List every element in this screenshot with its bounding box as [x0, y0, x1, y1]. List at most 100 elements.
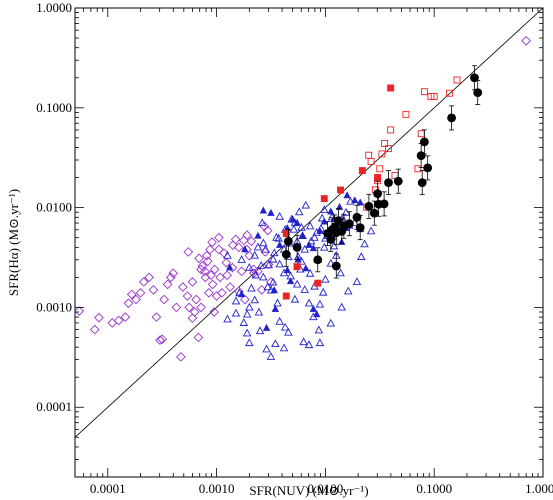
triangle-open-point	[318, 287, 328, 296]
triangle-open-point	[326, 318, 336, 327]
diamond-open-point	[209, 264, 220, 275]
triangle-open-point	[300, 285, 309, 293]
diamond-open-point	[168, 268, 179, 279]
triangle-filled-point	[327, 207, 335, 215]
triangle-filled-point	[335, 202, 344, 210]
triangle-open-point	[343, 286, 353, 295]
diamond-open-point	[176, 351, 186, 362]
circle-filled-point	[470, 73, 479, 83]
circle-filled-point	[447, 113, 456, 123]
diamond-open-point	[131, 294, 141, 305]
x-tick-label: 1.0000	[525, 481, 553, 496]
x-tick-label: 0.1000	[416, 481, 452, 496]
diamond-open-point	[196, 302, 206, 313]
triangle-filled-point	[343, 191, 351, 199]
triangle-open-point	[237, 255, 246, 263]
series-square-filled	[282, 84, 395, 300]
plot-area	[74, 7, 544, 478]
triangle-open-point	[250, 295, 259, 304]
diamond-open-point	[217, 288, 227, 298]
x-axis-title: SFR(NUV) (M⊙.yr⁻¹)	[249, 483, 368, 498]
diamond-open-point	[94, 312, 104, 323]
circle-filled-point	[355, 223, 365, 233]
triangle-open-point	[258, 218, 267, 227]
triangle-filled-point	[262, 323, 271, 331]
diamond-open-point	[236, 266, 247, 277]
x-tick-labels: 0.0001 0.0010 0.0100 0.1000 1.0000	[90, 481, 553, 496]
reference-line-layer	[75, 8, 543, 438]
diamond-open-point	[205, 244, 215, 255]
triangle-open-point	[366, 226, 376, 235]
diamond-open-point	[202, 256, 213, 267]
diamond-open-point	[262, 225, 273, 236]
triangle-open-point	[268, 277, 278, 286]
square-open-point	[445, 89, 453, 97]
ticks-layer	[74, 7, 544, 478]
triangle-open-point	[314, 325, 324, 334]
triangle-open-point	[299, 337, 308, 346]
triangle-filled-point	[254, 231, 262, 239]
square-open-point	[387, 126, 395, 134]
triangle-open-point	[280, 322, 290, 331]
diamond-open-point	[244, 250, 255, 261]
triangle-filled-point	[312, 310, 321, 318]
x-tick-label: 0.0100	[308, 481, 344, 496]
triangle-open-point	[326, 258, 336, 267]
square-open-point	[402, 110, 410, 118]
diamond-open-point	[263, 259, 274, 270]
triangle-open-point	[223, 314, 232, 323]
square-open-point	[430, 92, 438, 100]
diamond-open-point	[171, 302, 182, 313]
diamond-open-point	[238, 235, 249, 246]
triangle-filled-point	[286, 277, 295, 285]
triangle-open-point	[274, 233, 283, 242]
triangle-filled-point	[351, 196, 359, 204]
diamond-open-point	[215, 272, 226, 283]
diamond-open-point	[214, 232, 224, 243]
triangle-open-point	[304, 298, 314, 307]
triangle-open-point	[292, 279, 302, 288]
circle-filled-point	[423, 163, 433, 173]
triangle-filled-point	[356, 198, 364, 206]
triangle-open-point	[254, 307, 264, 316]
circle-filled-point	[416, 151, 426, 161]
diamond-open-point	[211, 291, 222, 301]
circle-filled-point	[364, 201, 374, 211]
triangle-filled-point	[289, 215, 297, 223]
diamond-open-point	[200, 272, 211, 283]
triangle-open-point	[231, 308, 241, 317]
square-open-point	[365, 151, 373, 159]
square-filled-point	[293, 263, 301, 271]
triangle-open-point	[300, 244, 309, 253]
square-open-point	[378, 150, 386, 158]
diamond-open-point	[207, 237, 217, 248]
triangle-open-point	[297, 222, 306, 231]
circle-filled-point	[379, 199, 389, 209]
diamond-open-point	[157, 334, 167, 345]
triangle-open-point	[247, 283, 256, 292]
triangle-open-point	[264, 260, 274, 269]
triangle-open-point	[271, 339, 280, 348]
triangle-open-point	[357, 252, 366, 261]
diamond-open-point	[222, 270, 232, 281]
triangle-open-point	[275, 212, 284, 220]
triangle-open-point	[301, 200, 311, 209]
triangle-open-point	[346, 196, 355, 205]
circle-filled-point	[473, 88, 483, 98]
diamond-open-point	[191, 294, 202, 305]
triangle-open-point	[261, 244, 270, 253]
triangle-open-point	[245, 302, 254, 311]
series-circle-filled	[281, 65, 483, 279]
diamond-open-point	[187, 277, 198, 287]
triangle-open-point	[275, 259, 284, 268]
diamond-open-point	[193, 332, 204, 343]
triangle-open-point	[273, 298, 282, 307]
square-filled-point	[314, 279, 322, 287]
triangle-open-point	[315, 338, 325, 347]
triangle-open-point	[245, 262, 254, 271]
triangle-open-point	[239, 318, 249, 326]
one-to-one-line	[75, 8, 543, 438]
diamond-open-point	[194, 253, 204, 264]
triangle-open-point	[284, 327, 293, 336]
